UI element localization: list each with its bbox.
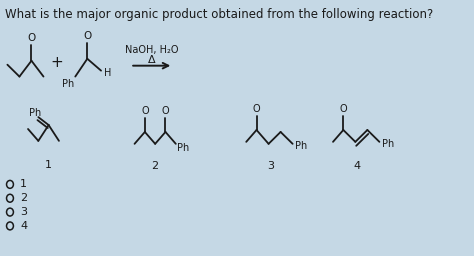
Text: Ph: Ph	[29, 108, 41, 118]
Text: Ph: Ph	[176, 143, 189, 153]
Text: O: O	[339, 104, 347, 114]
Text: NaOH, H₂O: NaOH, H₂O	[125, 45, 179, 55]
Text: 2: 2	[152, 161, 159, 170]
Text: O: O	[253, 104, 260, 114]
Text: 4: 4	[354, 161, 361, 170]
Text: O: O	[141, 106, 149, 116]
Text: Ph: Ph	[62, 79, 74, 90]
Text: What is the major organic product obtained from the following reaction?: What is the major organic product obtain…	[5, 8, 433, 21]
Text: O: O	[83, 31, 91, 41]
Text: Ph: Ph	[295, 141, 307, 151]
Text: Δ: Δ	[148, 55, 155, 65]
Text: H: H	[104, 68, 111, 78]
Text: +: +	[51, 55, 64, 70]
Text: 2: 2	[20, 193, 27, 203]
Text: 4: 4	[20, 221, 27, 231]
Text: O: O	[27, 33, 36, 43]
Text: 1: 1	[20, 179, 27, 189]
Text: 3: 3	[267, 161, 274, 170]
Text: O: O	[162, 106, 169, 116]
Text: 3: 3	[20, 207, 27, 217]
Text: Ph: Ph	[382, 139, 394, 149]
Text: 1: 1	[45, 159, 52, 169]
